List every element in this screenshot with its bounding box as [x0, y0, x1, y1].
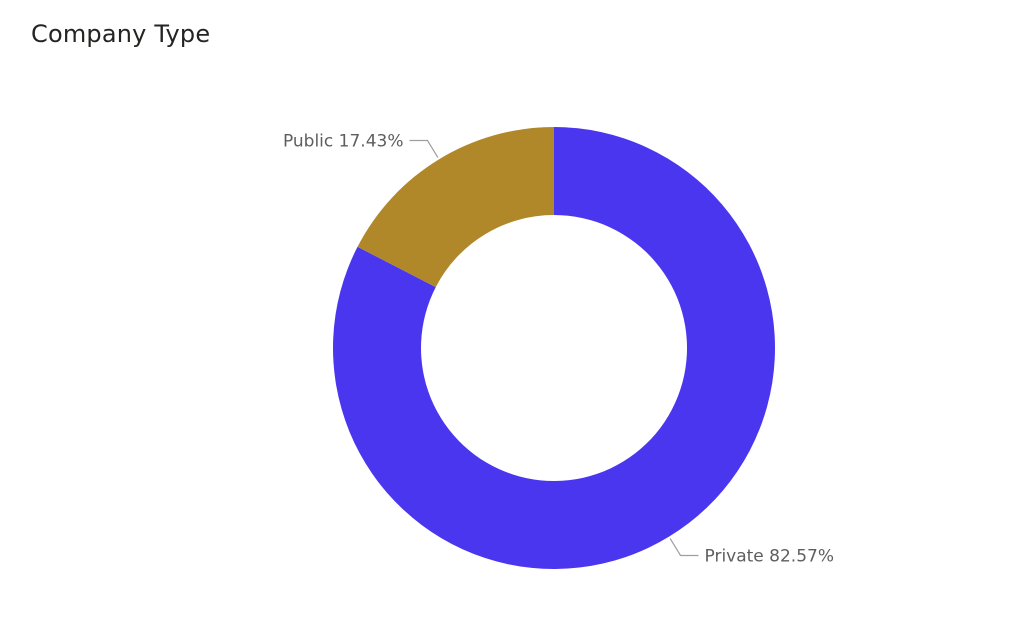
leader-line-private	[669, 538, 699, 557]
data-label-public: Public 17.43%	[283, 132, 404, 152]
slice-public[interactable]	[357, 127, 554, 288]
leader-line-public	[409, 139, 439, 158]
slice-labels: Private 82.57% Public 17.43%	[283, 132, 834, 567]
donut-slices	[332, 127, 775, 569]
chart-title: Company Type	[31, 20, 211, 48]
data-label-private: Private 82.57%	[705, 546, 835, 566]
slice-private[interactable]	[332, 127, 775, 569]
